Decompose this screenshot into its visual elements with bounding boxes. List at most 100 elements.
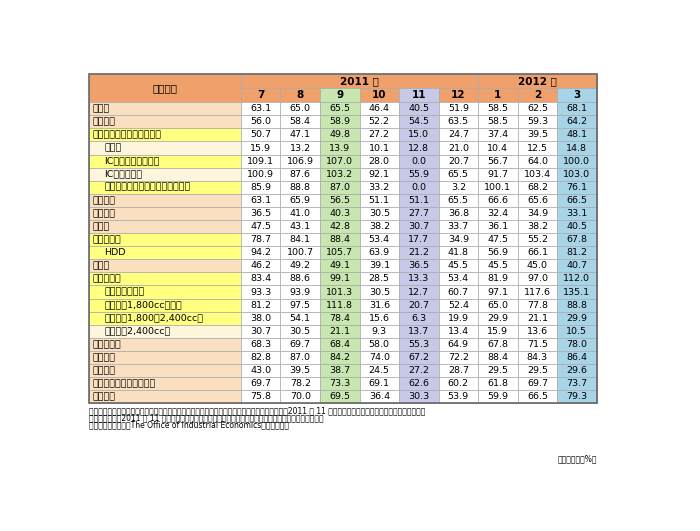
Text: 55.2: 55.2	[527, 235, 548, 244]
Bar	[478, 168, 517, 181]
Bar	[360, 286, 399, 298]
Text: 24.5: 24.5	[369, 366, 390, 375]
Text: 38.2: 38.2	[369, 222, 390, 231]
Bar	[241, 155, 281, 168]
Bar	[557, 141, 596, 155]
Text: 65.9: 65.9	[290, 196, 311, 205]
Text: 36.4: 36.4	[369, 392, 390, 401]
Text: 58.5: 58.5	[487, 104, 508, 113]
Bar	[439, 259, 478, 272]
Bar	[399, 155, 439, 168]
Text: 63.1: 63.1	[250, 196, 272, 205]
Text: 34.9: 34.9	[448, 235, 469, 244]
Bar	[241, 259, 281, 272]
Text: 73.3: 73.3	[329, 379, 351, 388]
Text: 39.1: 39.1	[369, 261, 390, 270]
Text: 55.9: 55.9	[408, 170, 429, 179]
Text: 45.5: 45.5	[487, 261, 508, 270]
Bar	[478, 298, 517, 312]
Text: 117.6: 117.6	[524, 287, 551, 296]
Bar	[478, 377, 517, 390]
Text: 非金属製品: 非金属製品	[92, 340, 121, 349]
Text: 3: 3	[573, 90, 580, 100]
Bar	[478, 194, 517, 207]
Text: 7: 7	[257, 90, 265, 100]
Bar	[517, 259, 557, 272]
Text: 24.7: 24.7	[448, 131, 469, 140]
Text: 71.5: 71.5	[527, 340, 548, 349]
Bar	[399, 351, 439, 364]
Bar	[399, 325, 439, 338]
Text: 12.8: 12.8	[408, 143, 429, 152]
Bar	[439, 88, 478, 102]
Text: 100.1: 100.1	[484, 183, 512, 192]
Text: 88.6: 88.6	[290, 275, 311, 284]
Bar	[89, 207, 241, 220]
Bar	[517, 325, 557, 338]
Text: 33.2: 33.2	[369, 183, 390, 192]
Text: 繊　物: 繊 物	[92, 222, 109, 231]
Text: 10: 10	[372, 90, 386, 100]
Bar	[478, 88, 517, 102]
Bar	[478, 155, 517, 168]
Bar	[89, 298, 241, 312]
Bar	[89, 351, 241, 364]
Text: 0.0: 0.0	[412, 183, 426, 192]
Text: 飲食料品: 飲食料品	[92, 117, 115, 126]
Bar	[320, 141, 360, 155]
Text: 29.6: 29.6	[566, 366, 587, 375]
Bar	[360, 102, 399, 115]
Bar	[281, 272, 320, 286]
Bar	[399, 312, 439, 325]
Text: 52.4: 52.4	[448, 301, 469, 310]
Text: 36.8: 36.8	[448, 209, 469, 218]
Text: 17.7: 17.7	[408, 235, 429, 244]
Text: 64.9: 64.9	[448, 340, 469, 349]
Bar	[517, 220, 557, 233]
Text: 38.2: 38.2	[527, 222, 548, 231]
Text: ゴム・プラスチック製品: ゴム・プラスチック製品	[92, 379, 155, 388]
Bar	[478, 74, 596, 88]
Text: 21.1: 21.1	[527, 314, 548, 323]
Bar	[281, 259, 320, 272]
Bar	[89, 74, 241, 102]
Text: 56.9: 56.9	[487, 249, 508, 257]
Bar	[281, 220, 320, 233]
Text: 53.4: 53.4	[369, 235, 390, 244]
Text: 68.2: 68.2	[527, 183, 548, 192]
Bar	[439, 129, 478, 141]
Text: 1: 1	[494, 90, 501, 100]
Bar	[89, 377, 241, 390]
Text: 87.0: 87.0	[329, 183, 350, 192]
Bar	[89, 233, 241, 246]
Text: 93.3: 93.3	[250, 287, 272, 296]
Bar	[360, 88, 399, 102]
Bar	[399, 298, 439, 312]
Bar	[281, 364, 320, 377]
Text: 29.9: 29.9	[487, 314, 508, 323]
Bar	[89, 364, 241, 377]
Bar	[360, 390, 399, 403]
Text: 74.0: 74.0	[369, 353, 390, 362]
Text: 47.5: 47.5	[487, 235, 508, 244]
Bar	[281, 312, 320, 325]
Bar	[439, 298, 478, 312]
Bar	[241, 102, 281, 115]
Bar	[241, 286, 281, 298]
Bar	[241, 338, 281, 351]
Text: 51.1: 51.1	[408, 196, 429, 205]
Text: １トントラック: １トントラック	[104, 287, 145, 296]
Bar	[241, 115, 281, 129]
Bar	[517, 155, 557, 168]
Text: 56.7: 56.7	[487, 157, 508, 166]
Text: 62.5: 62.5	[527, 104, 548, 113]
Text: 42.8: 42.8	[329, 222, 350, 231]
Bar	[360, 338, 399, 351]
Bar	[241, 129, 281, 141]
Text: 28.5: 28.5	[369, 275, 390, 284]
Text: 14.8: 14.8	[566, 143, 587, 152]
Bar	[517, 181, 557, 194]
Bar	[241, 168, 281, 181]
Bar	[360, 377, 399, 390]
Text: 13.7: 13.7	[408, 327, 429, 336]
